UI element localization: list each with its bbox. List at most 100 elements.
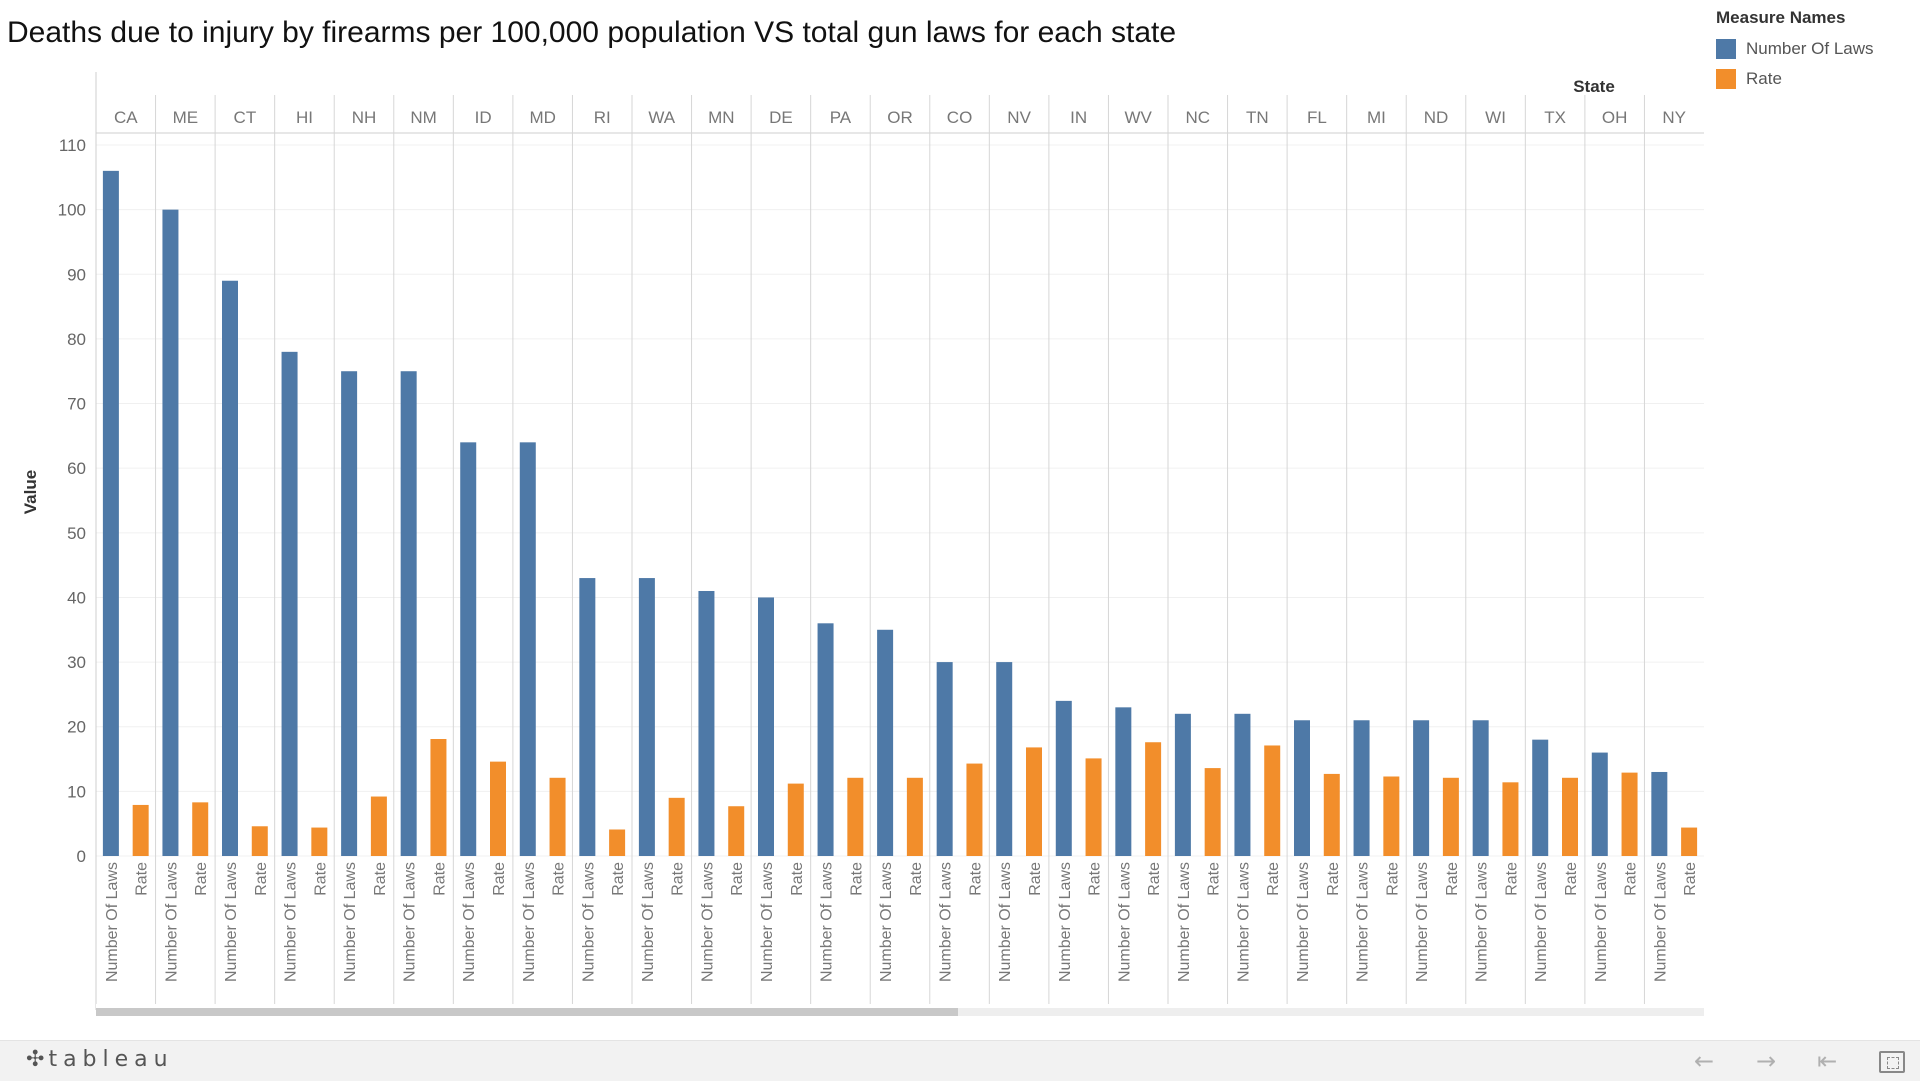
bar-mi-rate: [1383, 776, 1400, 856]
legend-label-number-of-laws: Number Of Laws: [1746, 39, 1874, 58]
state-header-me: ME: [173, 108, 199, 127]
bar-fl-number-of-laws: [1294, 720, 1310, 856]
state-header-or: OR: [887, 108, 913, 127]
measure-label: Number Of Laws: [1355, 862, 1372, 982]
y-tick-label: 30: [67, 653, 86, 672]
measure-label: Number Of Laws: [1533, 862, 1550, 982]
measure-label: Number Of Laws: [1474, 862, 1491, 982]
bar-wa-number-of-laws: [638, 578, 655, 856]
bar-wa-rate: [668, 797, 685, 856]
state-header-nh: NH: [352, 108, 377, 127]
state-header-hi: HI: [296, 108, 313, 127]
bar-wv-number-of-laws: [1115, 707, 1132, 856]
bar-mn-rate: [728, 806, 745, 856]
measure-label: Rate: [1265, 862, 1282, 896]
measure-label: Rate: [1623, 862, 1640, 896]
measure-label: Rate: [670, 862, 687, 896]
y-tick-label: 100: [58, 201, 86, 220]
measure-label: Rate: [491, 862, 508, 896]
y-tick-label: 70: [67, 395, 86, 414]
bar-nd-number-of-laws: [1413, 720, 1430, 856]
measure-label: Rate: [253, 862, 270, 896]
measure-label: Number Of Laws: [1235, 862, 1252, 982]
state-header-nd: ND: [1424, 108, 1449, 127]
measure-label: Rate: [1027, 862, 1044, 896]
forward-arrow-icon[interactable]: →: [1755, 1047, 1777, 1075]
state-header-fl: FL: [1307, 108, 1327, 127]
legend: Measure Names Number Of Laws Rate: [1716, 8, 1874, 94]
bar-wi-rate: [1502, 782, 1519, 856]
bar-co-rate: [966, 763, 983, 856]
legend-item-number-of-laws[interactable]: Number Of Laws: [1716, 34, 1874, 64]
measure-label: Number Of Laws: [283, 862, 300, 982]
bar-nv-rate: [1026, 747, 1042, 856]
measure-label: Rate: [1087, 862, 1104, 896]
legend-swatch-rate: [1716, 69, 1736, 89]
measure-label: Rate: [1444, 862, 1461, 896]
measure-label: Rate: [967, 862, 984, 896]
y-tick-label: 110: [59, 136, 86, 155]
first-page-icon[interactable]: ⇤: [1816, 1047, 1838, 1075]
bar-oh-number-of-laws: [1591, 752, 1608, 856]
measure-label: Rate: [372, 862, 389, 896]
measure-label: Number Of Laws: [1176, 862, 1193, 982]
tableau-logo-icon: ✣: [26, 1047, 45, 1072]
bar-md-number-of-laws: [519, 442, 536, 856]
bar-nc-number-of-laws: [1174, 713, 1191, 856]
bar-de-rate: [787, 783, 804, 856]
measure-label: Number Of Laws: [580, 862, 597, 982]
bar-ny-number-of-laws: [1651, 771, 1668, 856]
fullscreen-icon[interactable]: [1879, 1051, 1905, 1073]
bar-wi-number-of-laws: [1472, 720, 1489, 856]
measure-label: Number Of Laws: [402, 862, 419, 982]
bar-tx-rate: [1562, 777, 1578, 856]
scrollbar-thumb[interactable]: [96, 1008, 958, 1016]
bar-ny-rate: [1681, 827, 1698, 856]
state-header-mn: MN: [708, 108, 734, 127]
measure-label: Rate: [1563, 862, 1580, 896]
measure-label: Number Of Laws: [461, 862, 478, 982]
measure-label: Number Of Laws: [104, 862, 121, 982]
bar-nv-number-of-laws: [996, 662, 1013, 856]
bar-pa-rate: [847, 777, 864, 856]
measure-label: Rate: [134, 862, 151, 896]
measure-label: Rate: [610, 862, 627, 896]
measure-label: Number Of Laws: [521, 862, 538, 982]
y-tick-label: 20: [67, 718, 86, 737]
measure-label: Rate: [848, 862, 865, 896]
bar-ca-number-of-laws: [102, 170, 119, 856]
state-header-md: MD: [529, 108, 555, 127]
bar-ct-rate: [251, 826, 268, 856]
bar-tn-rate: [1264, 745, 1281, 856]
state-header-tx: TX: [1544, 108, 1566, 127]
legend-label-rate: Rate: [1746, 69, 1782, 88]
state-header-tn: TN: [1246, 108, 1269, 127]
measure-label: Number Of Laws: [223, 862, 240, 982]
bar-ri-number-of-laws: [579, 578, 596, 856]
bar-or-rate: [906, 777, 923, 856]
bar-or-number-of-laws: [877, 629, 894, 856]
bar-hi-number-of-laws: [281, 351, 298, 856]
legend-item-rate[interactable]: Rate: [1716, 64, 1874, 94]
back-arrow-icon[interactable]: ←: [1693, 1047, 1715, 1075]
measure-label: Rate: [789, 862, 806, 896]
bar-fl-rate: [1323, 773, 1340, 856]
measure-label: Number Of Laws: [1116, 862, 1133, 982]
state-header-nv: NV: [1007, 108, 1031, 127]
state-header-pa: PA: [830, 108, 852, 127]
chart-area: State 0 10 20 30 40 50 60 70 80 90 100 110 Value CA Num…: [21, 72, 1704, 1016]
measure-label: Number Of Laws: [878, 862, 895, 982]
bar-tn-number-of-laws: [1234, 713, 1251, 856]
measure-label: Rate: [551, 862, 568, 896]
measure-label: Rate: [1206, 862, 1223, 896]
state-header-de: DE: [769, 108, 793, 127]
measure-label: Rate: [1503, 862, 1520, 896]
measure-label: Rate: [729, 862, 746, 896]
bar-id-number-of-laws: [460, 442, 477, 856]
bar-wv-rate: [1145, 742, 1162, 856]
tableau-logo[interactable]: ✣ tableau: [26, 1047, 174, 1072]
bar-mn-number-of-laws: [698, 590, 715, 856]
y-tick-label: 50: [67, 524, 86, 543]
column-header-title: State: [1573, 77, 1615, 96]
state-header-ca: CA: [114, 108, 138, 127]
